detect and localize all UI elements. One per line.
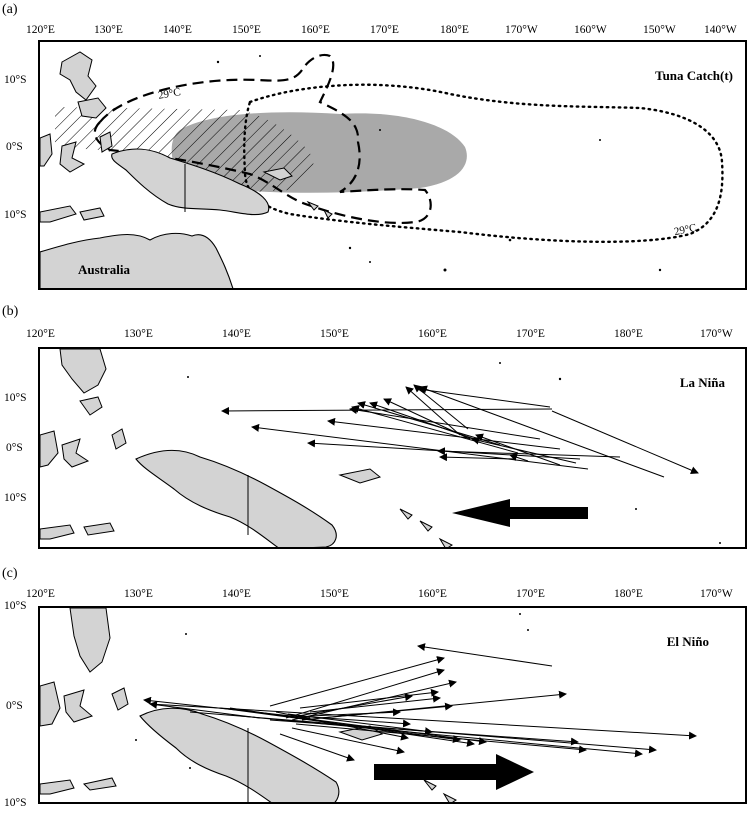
- land-mindanao: [79, 396, 103, 416]
- land-solomons: [306, 200, 333, 219]
- panel-b-letter: (b): [2, 304, 19, 319]
- panel-a-letter: (a): [2, 2, 18, 17]
- land-timor: [40, 205, 105, 223]
- lon-tick: 150°E: [232, 24, 261, 36]
- lat-tick: 10°S: [4, 600, 27, 612]
- land-new-guinea: [111, 148, 270, 216]
- land-australia: [40, 232, 234, 288]
- lon-tick: 170°E: [516, 588, 545, 600]
- land-halmahera: [99, 131, 113, 153]
- panel-a-map-canvas: [40, 51, 724, 288]
- lat-tick: 0°S: [6, 141, 23, 153]
- isotherm-29c-dashed: [93, 53, 432, 225]
- panel-b-map: La Niña: [38, 347, 747, 549]
- lon-tick: 130°E: [124, 328, 153, 340]
- small-islands: [135, 613, 529, 769]
- lat-tick: 10°S: [4, 492, 27, 504]
- land-new-guinea: [139, 707, 340, 802]
- land-halmahera: [111, 428, 127, 450]
- panel-c-title: El Niño: [666, 634, 709, 649]
- lon-tick: 180°E: [614, 588, 643, 600]
- lon-tick: 180°E: [614, 328, 643, 340]
- lat-tick: 10°S: [4, 392, 27, 404]
- lat-tick: 0°S: [6, 442, 23, 454]
- panel-b-map-canvas: [40, 349, 721, 547]
- land-new-britain: [262, 167, 293, 181]
- lon-tick: 150°E: [320, 588, 349, 600]
- land-borneo-edge: [40, 681, 61, 727]
- lat-tick: 10°S: [4, 74, 27, 86]
- lon-tick: 160°E: [418, 328, 447, 340]
- lon-tick: 170°E: [370, 24, 399, 36]
- land-new-britain: [338, 468, 382, 484]
- displacement-arrows: [221, 384, 699, 478]
- land-philippines: [59, 51, 97, 101]
- australia-label: Australia: [78, 262, 130, 277]
- lon-tick: 150°E: [320, 328, 349, 340]
- panel-b-title: La Niña: [679, 375, 725, 390]
- displacement-arrows: [143, 643, 697, 762]
- land-timor: [40, 522, 115, 540]
- small-islands: [216, 55, 662, 272]
- lon-tick: 140°W: [704, 24, 737, 36]
- land-sulawesi: [63, 689, 94, 723]
- land-halmahera: [111, 687, 129, 711]
- lat-tick: 0°S: [6, 700, 23, 712]
- catch-hatched-area: [55, 107, 314, 192]
- land-borneo-edge: [40, 133, 53, 167]
- land-philippines: [69, 608, 111, 673]
- lon-tick: 130°E: [94, 24, 123, 36]
- land-philippines: [59, 349, 107, 394]
- panel-a-map: Tuna Catch(t) Australia 29°C 29°C: [38, 40, 747, 290]
- lon-tick: 170°W: [700, 588, 733, 600]
- lon-tick: 150°W: [643, 24, 676, 36]
- lon-tick: 120°E: [26, 24, 55, 36]
- lon-tick: 170°E: [516, 328, 545, 340]
- lon-tick: 160°E: [301, 24, 330, 36]
- land-sulawesi: [61, 438, 90, 468]
- lon-tick: 140°E: [222, 328, 251, 340]
- lat-tick: 10°S: [4, 209, 27, 221]
- small-islands: [187, 362, 721, 544]
- lon-tick: 120°E: [26, 588, 55, 600]
- land-solomons: [399, 508, 453, 547]
- lon-tick: 180°E: [440, 24, 469, 36]
- la-nina-direction-arrow: [452, 499, 588, 527]
- land-timor: [40, 777, 117, 795]
- isotherm-dotted: [243, 83, 724, 244]
- lat-tick: 10°S: [4, 797, 27, 809]
- land-new-britain: [338, 725, 384, 741]
- lon-tick: 120°E: [26, 328, 55, 340]
- lon-tick: 160°W: [574, 24, 607, 36]
- el-nino-direction-arrow: [374, 754, 534, 790]
- lon-tick: 170°W: [505, 24, 538, 36]
- panel-c-map: El Niño: [38, 606, 747, 804]
- lon-tick: 140°E: [222, 588, 251, 600]
- land-sulawesi: [59, 141, 86, 173]
- panel-c-map-canvas: [40, 608, 697, 802]
- lon-tick: 160°E: [418, 588, 447, 600]
- lon-tick: 170°W: [700, 328, 733, 340]
- land-new-guinea: [135, 449, 337, 547]
- land-borneo-edge: [40, 430, 59, 468]
- lon-tick: 130°E: [124, 588, 153, 600]
- land-mindanao: [77, 97, 107, 119]
- lon-tick: 140°E: [163, 24, 192, 36]
- panel-c-letter: (c): [2, 566, 18, 581]
- panel-a-title: Tuna Catch(t): [655, 68, 733, 83]
